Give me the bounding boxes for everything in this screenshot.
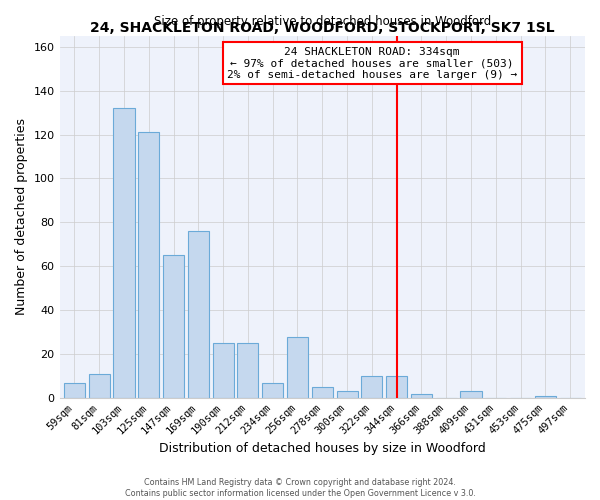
- Bar: [535, 396, 556, 398]
- Text: Size of property relative to detached houses in Woodford: Size of property relative to detached ho…: [154, 16, 491, 28]
- Bar: [287, 336, 308, 398]
- Bar: [361, 376, 382, 398]
- Bar: [89, 374, 110, 398]
- Y-axis label: Number of detached properties: Number of detached properties: [15, 118, 28, 316]
- Bar: [212, 343, 233, 398]
- Text: Contains HM Land Registry data © Crown copyright and database right 2024.
Contai: Contains HM Land Registry data © Crown c…: [125, 478, 475, 498]
- X-axis label: Distribution of detached houses by size in Woodford: Distribution of detached houses by size …: [159, 442, 485, 455]
- Bar: [262, 382, 283, 398]
- Title: 24, SHACKLETON ROAD, WOODFORD, STOCKPORT, SK7 1SL: 24, SHACKLETON ROAD, WOODFORD, STOCKPORT…: [90, 20, 554, 34]
- Bar: [238, 343, 259, 398]
- Bar: [312, 387, 333, 398]
- Bar: [113, 108, 134, 398]
- Bar: [460, 392, 482, 398]
- Bar: [386, 376, 407, 398]
- Bar: [64, 382, 85, 398]
- Text: 24 SHACKLETON ROAD: 334sqm
← 97% of detached houses are smaller (503)
2% of semi: 24 SHACKLETON ROAD: 334sqm ← 97% of deta…: [227, 46, 517, 80]
- Bar: [163, 256, 184, 398]
- Bar: [411, 394, 432, 398]
- Bar: [138, 132, 160, 398]
- Bar: [188, 231, 209, 398]
- Bar: [337, 392, 358, 398]
